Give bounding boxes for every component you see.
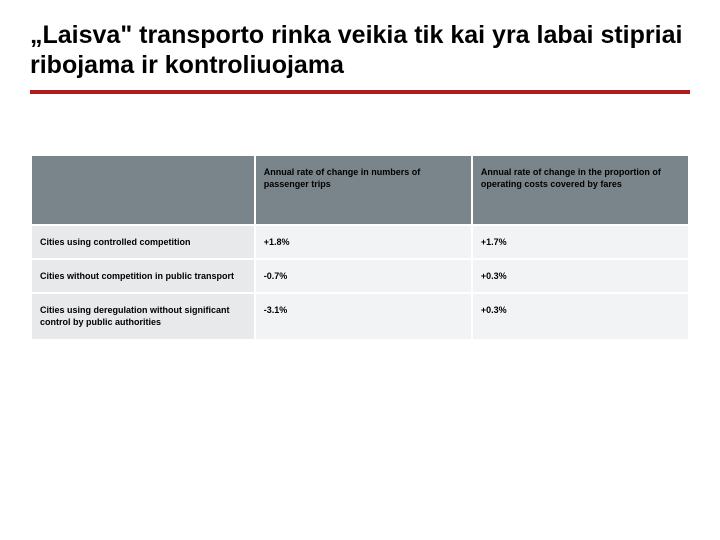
table-row: Cities without competition in public tra… [31,259,689,293]
cell-value: +1.8% [255,225,472,259]
cell-value: -3.1% [255,293,472,339]
slide: „Laisva" transporto rinka veikia tik kai… [0,0,720,540]
page-title: „Laisva" transporto rinka veikia tik kai… [30,20,690,80]
cell-value: +1.7% [472,225,689,259]
comparison-table-wrap: Annual rate of change in numbers of pass… [30,154,690,341]
cell-value: +0.3% [472,293,689,339]
col-header-costs: Annual rate of change in the proportion … [472,155,689,225]
col-header-empty [31,155,255,225]
row-label: Cities using deregulation without signif… [31,293,255,339]
table-row: Cities using controlled competition +1.8… [31,225,689,259]
cell-value: +0.3% [472,259,689,293]
table-header-row: Annual rate of change in numbers of pass… [31,155,689,225]
table-row: Cities using deregulation without signif… [31,293,689,339]
comparison-table: Annual rate of change in numbers of pass… [30,154,690,341]
col-header-trips: Annual rate of change in numbers of pass… [255,155,472,225]
row-label: Cities without competition in public tra… [31,259,255,293]
cell-value: -0.7% [255,259,472,293]
title-rule [30,90,690,94]
row-label: Cities using controlled competition [31,225,255,259]
